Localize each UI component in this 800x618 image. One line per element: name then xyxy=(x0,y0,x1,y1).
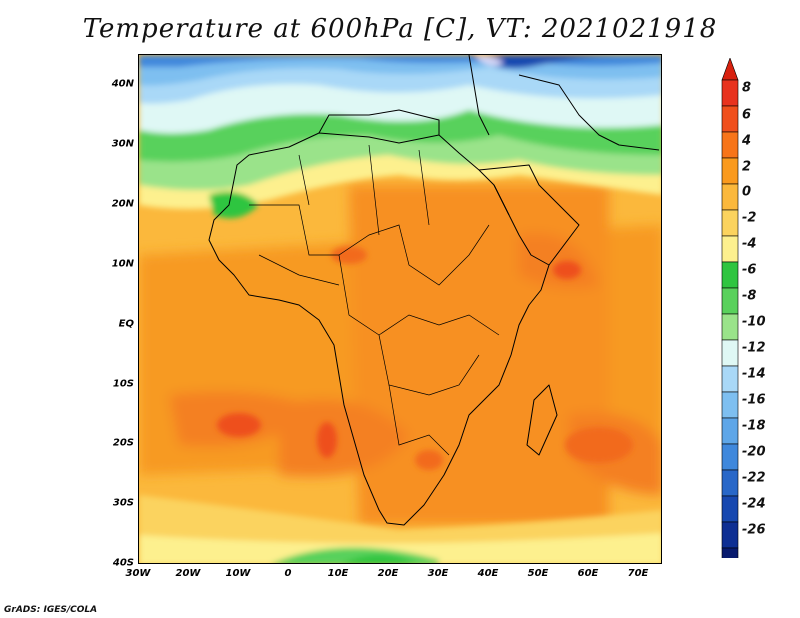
lon-label: 10W xyxy=(225,568,251,579)
lon-label: 50E xyxy=(527,568,549,579)
colorbar-label: -16 xyxy=(742,392,766,408)
southern-cool-band xyxy=(139,495,661,563)
colorbar-swatch xyxy=(721,261,739,289)
colorbar-label: -10 xyxy=(742,314,766,330)
colorbar-label: -22 xyxy=(742,470,766,486)
northern-cool-bands xyxy=(139,55,661,219)
lat-label: 40N xyxy=(111,78,134,90)
colorbar-label: -18 xyxy=(742,418,766,434)
colorbar-swatch xyxy=(721,547,739,558)
temperature-field xyxy=(139,55,661,563)
map-title: Temperature at 600hPa [C], VT: 202102191… xyxy=(82,14,718,44)
colorbar-label: -6 xyxy=(742,262,757,278)
colorbar-label: 0 xyxy=(742,184,752,200)
colorbar-label: 2 xyxy=(742,159,752,175)
lon-label: 10E xyxy=(327,568,349,579)
colorbar-label: -12 xyxy=(742,340,766,356)
lon-label: 0 xyxy=(284,568,292,579)
lat-label: 20S xyxy=(112,437,134,449)
lat-label: 40S xyxy=(112,557,134,569)
colorbar-swatch xyxy=(721,157,739,185)
colorbar-label: -24 xyxy=(742,496,766,512)
colorbar-label: -8 xyxy=(742,288,757,304)
colorbar-swatch xyxy=(721,365,739,393)
colorbar xyxy=(721,58,739,558)
lat-label: 20N xyxy=(111,198,134,210)
country-borders xyxy=(249,144,500,456)
colorbar-swatch xyxy=(721,521,739,549)
lon-label: 60E xyxy=(577,568,599,579)
colorbar-swatch xyxy=(721,79,739,107)
colorbar-swatch xyxy=(721,339,739,367)
colorbar-label: -2 xyxy=(742,210,757,226)
colorbar-swatch xyxy=(721,235,739,263)
colorbar-label: -14 xyxy=(742,366,766,382)
colorbar-label: -4 xyxy=(742,236,757,252)
colorbar-swatch xyxy=(721,105,739,133)
colorbar-swatch xyxy=(721,417,739,445)
colorbar-swatch xyxy=(721,391,739,419)
colorbar-swatch xyxy=(721,469,739,497)
colorbar-swatch xyxy=(721,209,739,237)
colorbar-label: 6 xyxy=(742,107,752,123)
colorbar-swatch xyxy=(721,313,739,341)
lon-label: 40E xyxy=(477,568,499,579)
colorbar-swatch xyxy=(721,443,739,471)
colorbar-label: 8 xyxy=(742,80,752,96)
lat-label: 30N xyxy=(111,138,134,150)
colorbar-label: -20 xyxy=(742,444,766,460)
lon-label: 20E xyxy=(377,568,399,579)
lon-label: 70E xyxy=(627,568,649,579)
lon-label: 20W xyxy=(175,568,201,579)
map-plot-area xyxy=(138,54,662,564)
lon-label: 30W xyxy=(125,568,151,579)
lat-label: 30S xyxy=(112,497,134,509)
lat-label: 10N xyxy=(111,258,134,270)
colorbar-top-arrow xyxy=(721,58,739,81)
lat-label: EQ xyxy=(118,318,134,330)
colorbar-label: -26 xyxy=(742,522,766,538)
colorbar-swatch xyxy=(721,287,739,315)
colorbar-label: 4 xyxy=(742,133,752,149)
coastline-africa xyxy=(208,55,660,526)
lon-label: 30E xyxy=(427,568,449,579)
colorbar-swatch xyxy=(721,183,739,211)
hot-spots xyxy=(217,246,633,470)
lat-label: 10S xyxy=(112,378,134,390)
colorbar-swatch xyxy=(721,131,739,159)
credit-label: GrADS: IGES/COLA xyxy=(4,605,98,615)
colorbar-swatch xyxy=(721,495,739,523)
